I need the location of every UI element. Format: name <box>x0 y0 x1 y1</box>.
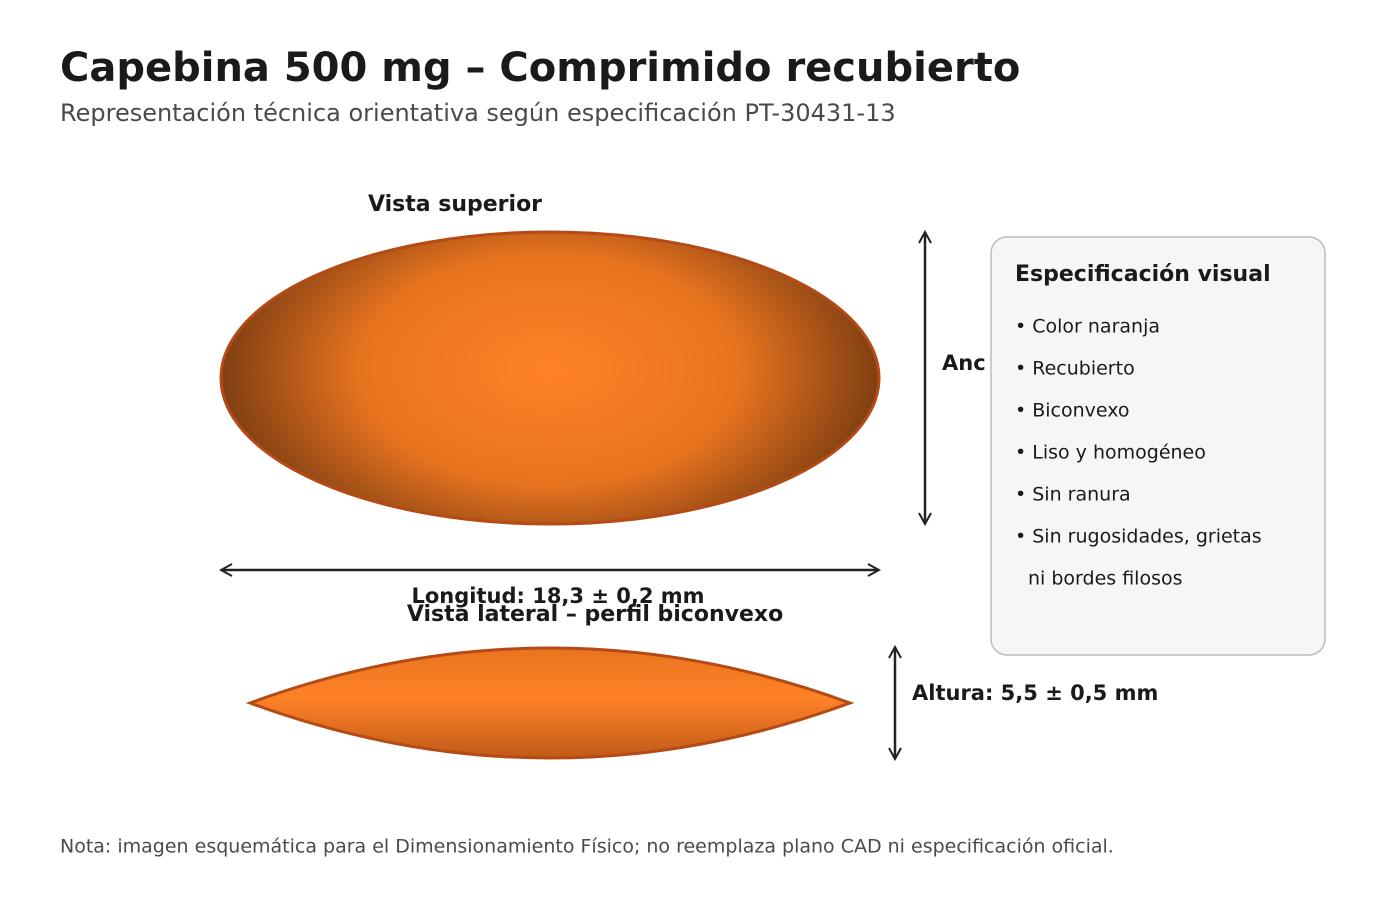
spec-item: • Sin rugosidades, grietas <box>1015 526 1262 548</box>
spec-title: Especificación visual <box>1015 262 1271 287</box>
spec-item: • Biconvexo <box>1015 400 1130 422</box>
note: Nota: imagen esquemática para el Dimensi… <box>60 836 1114 858</box>
tablet-top <box>219 230 881 526</box>
height-label: Altura: 5,5 ± 0,5 mm <box>912 681 1158 705</box>
spec-item: • Sin ranura <box>1015 484 1131 506</box>
length-label: Longitud: 18,3 ± 0,2 mm <box>411 584 704 608</box>
subtitle: Representación técnica orientativa según… <box>60 99 896 127</box>
spec-item: • Color naranja <box>1015 316 1160 338</box>
spec-item: • Recubierto <box>1015 358 1135 380</box>
spec-item: ni bordes filosos <box>1028 568 1183 590</box>
spec-item: • Liso y homogéneo <box>1015 442 1206 464</box>
view-label: Vista lateral – perfil biconvexo <box>407 602 783 627</box>
view-label: Vista superior <box>368 192 542 217</box>
width-label: Anc <box>942 351 986 375</box>
title: Capebina 500 mg – Comprimido recubierto <box>60 45 1020 91</box>
spec-box <box>990 236 1326 656</box>
tablet-side <box>245 646 855 760</box>
